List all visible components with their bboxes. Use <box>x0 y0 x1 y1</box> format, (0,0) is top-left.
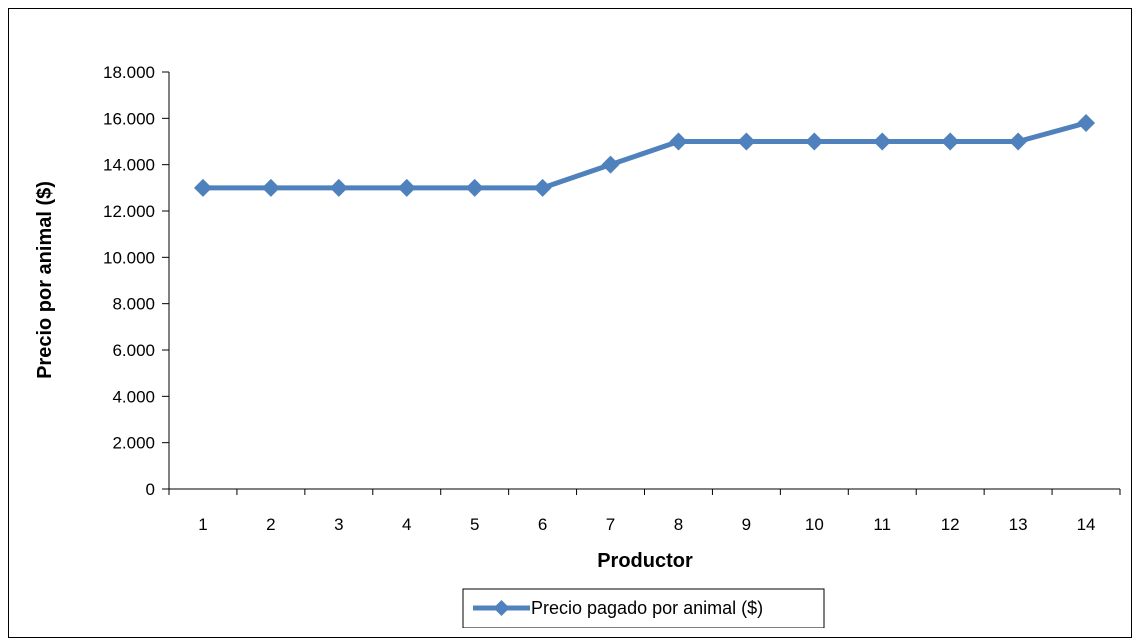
x-tick-label: 8 <box>674 515 683 534</box>
data-point-marker <box>1077 113 1096 132</box>
legend-series-label: Precio pagado por animal ($) <box>531 598 763 618</box>
x-tick-label: 7 <box>606 515 615 534</box>
chart-frame <box>8 8 1132 638</box>
x-tick-label: 10 <box>805 515 824 534</box>
data-point-marker <box>873 132 892 151</box>
y-tick-label: 14.000 <box>103 156 155 175</box>
x-tick-label: 11 <box>873 515 891 534</box>
y-axis-title: Precio por animal ($) <box>34 181 56 379</box>
data-point-marker <box>465 178 484 197</box>
legend-marker-swatch <box>493 600 510 616</box>
data-point-marker <box>601 155 620 174</box>
x-tick-label: 2 <box>266 515 275 534</box>
y-tick-label: 4.000 <box>112 387 155 406</box>
x-tick-label: 14 <box>1077 515 1096 534</box>
y-tick-label: 18.000 <box>103 63 155 82</box>
series-line <box>202 120 1087 191</box>
data-point-marker <box>533 178 552 197</box>
data-point-marker <box>261 178 280 197</box>
data-point-marker <box>1009 132 1028 151</box>
data-point-marker <box>329 178 348 197</box>
y-tick-label: 2.000 <box>112 434 155 453</box>
y-tick-label: 12.000 <box>103 202 155 221</box>
x-tick-label: 4 <box>402 515 411 534</box>
data-point-marker <box>193 178 212 197</box>
y-tick-label: 10.000 <box>103 248 155 267</box>
x-tick-label: 13 <box>1009 515 1028 534</box>
y-tick-label: 0 <box>146 480 155 499</box>
x-tick-label: 6 <box>538 515 547 534</box>
x-tick-label: 5 <box>470 515 479 534</box>
x-axis: 1 2 3 4 5 6 7 8 9 10 11 12 13 14 <box>168 488 1121 534</box>
x-tick-label: 12 <box>941 515 960 534</box>
data-point-marker <box>669 132 688 151</box>
x-tick-label: 1 <box>198 515 207 534</box>
data-point-marker <box>737 132 756 151</box>
series-layer <box>193 113 1096 197</box>
y-tick-label: 6.000 <box>112 341 155 360</box>
data-point-marker <box>941 132 960 151</box>
x-axis-title: Productor <box>597 550 693 572</box>
y-tick-label: 8.000 <box>112 295 155 314</box>
y-axis: 0 2.000 4.000 6.000 8.000 10.000 12.000 14.000 1… <box>103 63 170 499</box>
y-tick-label: 16.000 <box>103 109 155 128</box>
x-tick-label: 3 <box>334 515 343 534</box>
data-point-marker <box>397 178 416 197</box>
data-point-marker <box>805 132 824 151</box>
x-tick-label: 9 <box>742 515 751 534</box>
legend: Precio pagado por animal ($) <box>462 588 825 628</box>
